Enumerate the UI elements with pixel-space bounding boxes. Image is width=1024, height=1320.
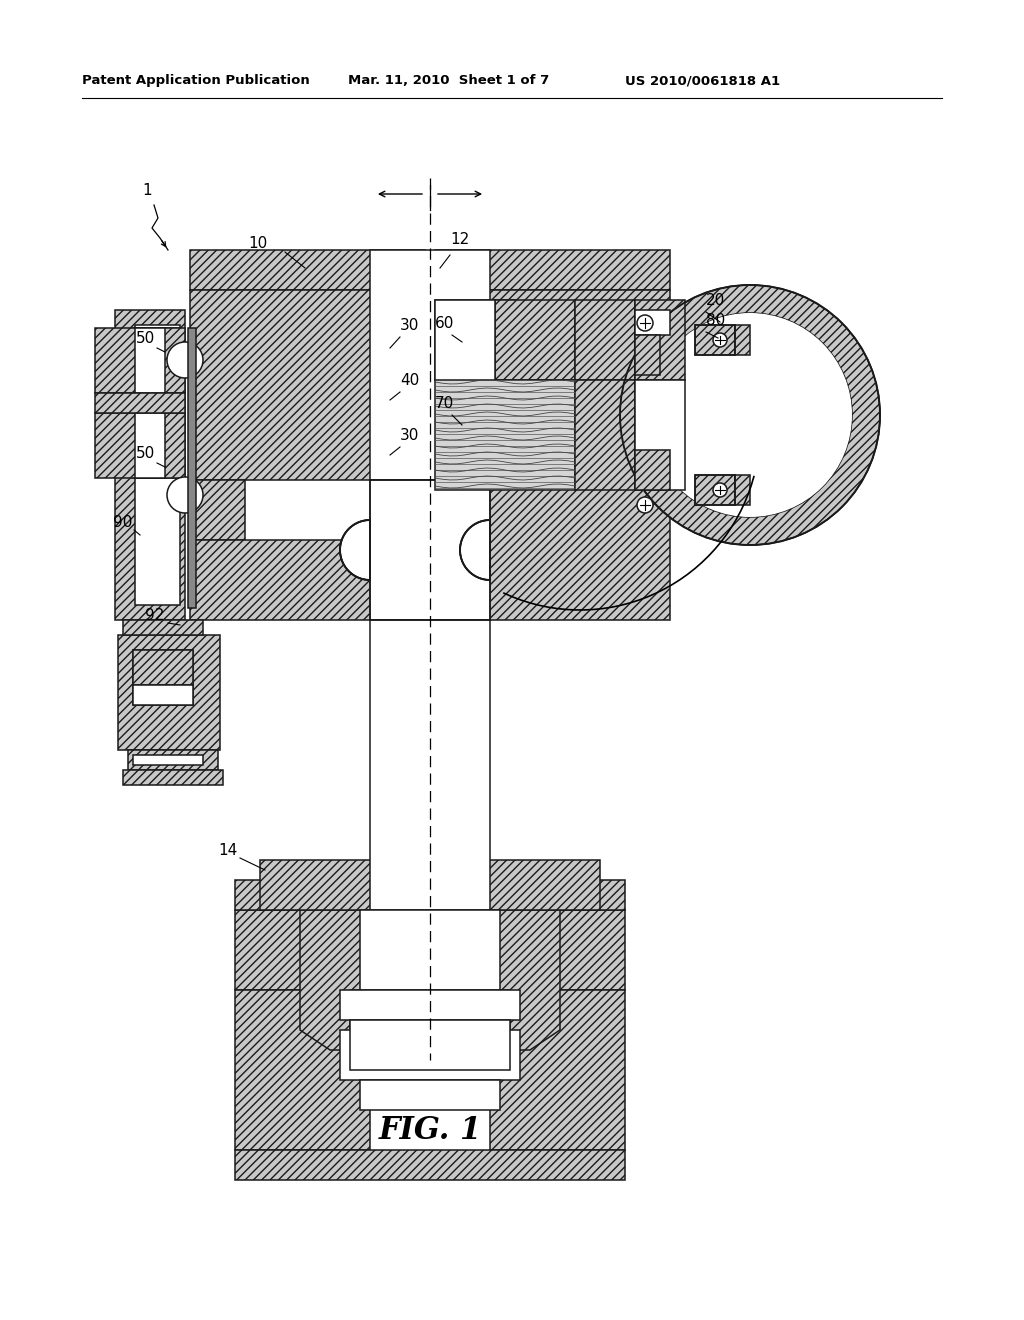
Polygon shape	[350, 990, 510, 1030]
Polygon shape	[234, 990, 370, 1150]
Polygon shape	[495, 300, 575, 380]
Text: 60: 60	[435, 315, 455, 331]
Polygon shape	[135, 325, 180, 605]
Polygon shape	[735, 475, 750, 506]
Circle shape	[648, 313, 852, 517]
Circle shape	[167, 342, 203, 378]
Polygon shape	[133, 755, 203, 766]
Polygon shape	[575, 300, 635, 380]
Polygon shape	[161, 327, 181, 393]
Polygon shape	[95, 327, 185, 393]
Polygon shape	[575, 380, 635, 490]
Polygon shape	[370, 620, 490, 909]
Polygon shape	[188, 327, 196, 609]
Polygon shape	[115, 310, 185, 620]
Text: US 2010/0061818 A1: US 2010/0061818 A1	[625, 74, 780, 87]
Polygon shape	[635, 450, 670, 490]
Polygon shape	[340, 1030, 520, 1080]
Polygon shape	[635, 310, 670, 335]
Polygon shape	[300, 909, 560, 1049]
Polygon shape	[635, 380, 685, 490]
Polygon shape	[123, 620, 203, 635]
Polygon shape	[135, 327, 165, 393]
Polygon shape	[118, 635, 220, 750]
Polygon shape	[435, 249, 670, 290]
Text: 40: 40	[400, 374, 419, 388]
Text: 70: 70	[435, 396, 455, 411]
Polygon shape	[735, 325, 750, 355]
Polygon shape	[695, 325, 735, 355]
Text: Mar. 11, 2010  Sheet 1 of 7: Mar. 11, 2010 Sheet 1 of 7	[348, 74, 549, 87]
Polygon shape	[435, 300, 515, 380]
Polygon shape	[128, 750, 218, 770]
Text: 30: 30	[400, 318, 420, 333]
Text: 80: 80	[706, 313, 725, 327]
Text: 10: 10	[248, 236, 267, 251]
Polygon shape	[190, 290, 425, 480]
Polygon shape	[133, 327, 161, 393]
Circle shape	[713, 333, 727, 347]
Text: 12: 12	[450, 232, 469, 247]
Text: 50: 50	[136, 446, 155, 461]
Polygon shape	[133, 649, 193, 705]
Polygon shape	[360, 1080, 500, 1110]
Text: 20: 20	[706, 293, 725, 308]
Polygon shape	[234, 880, 625, 909]
Circle shape	[713, 483, 727, 498]
Polygon shape	[133, 413, 161, 478]
Text: Patent Application Publication: Patent Application Publication	[82, 74, 309, 87]
Polygon shape	[190, 480, 245, 540]
Polygon shape	[435, 290, 670, 480]
Text: 90: 90	[113, 515, 132, 531]
Circle shape	[167, 477, 203, 513]
Polygon shape	[340, 480, 490, 620]
Polygon shape	[190, 249, 425, 290]
Polygon shape	[635, 300, 685, 380]
Polygon shape	[435, 380, 575, 490]
Polygon shape	[190, 540, 425, 620]
Polygon shape	[435, 480, 670, 620]
Polygon shape	[340, 990, 520, 1020]
Text: 92: 92	[145, 609, 165, 623]
Polygon shape	[350, 1020, 510, 1071]
Polygon shape	[695, 475, 735, 506]
Polygon shape	[435, 300, 495, 380]
Polygon shape	[95, 393, 185, 413]
Circle shape	[637, 315, 653, 331]
Polygon shape	[234, 1150, 625, 1180]
Polygon shape	[133, 685, 193, 705]
Polygon shape	[370, 249, 490, 480]
Text: 50: 50	[136, 331, 155, 346]
Wedge shape	[620, 285, 880, 545]
Polygon shape	[490, 909, 625, 990]
Polygon shape	[133, 649, 193, 685]
Polygon shape	[260, 861, 600, 909]
Circle shape	[637, 498, 653, 513]
Polygon shape	[234, 909, 370, 990]
Polygon shape	[635, 335, 660, 375]
Polygon shape	[490, 990, 625, 1150]
Text: 14: 14	[218, 843, 238, 858]
Polygon shape	[161, 413, 181, 478]
Text: 1: 1	[142, 183, 152, 198]
Text: FIG. 1: FIG. 1	[379, 1115, 481, 1146]
Polygon shape	[95, 413, 185, 478]
Text: 30: 30	[400, 428, 420, 444]
Polygon shape	[123, 770, 223, 785]
Polygon shape	[135, 413, 165, 478]
Polygon shape	[360, 909, 500, 990]
